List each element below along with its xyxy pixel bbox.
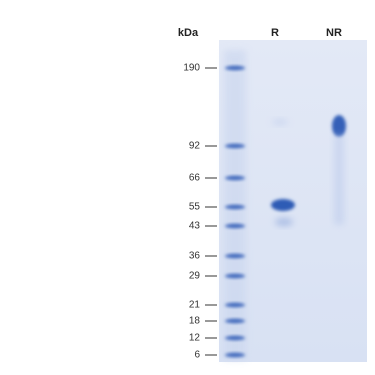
ladder-band bbox=[225, 223, 245, 229]
ladder-band bbox=[225, 204, 245, 210]
ladder-band bbox=[225, 318, 245, 324]
marker-label: 12 bbox=[189, 333, 201, 344]
ladder-band bbox=[225, 273, 245, 279]
ladder-band bbox=[225, 302, 245, 308]
marker-label: 66 bbox=[189, 173, 201, 184]
band-r bbox=[271, 199, 295, 211]
lane-label: R bbox=[271, 27, 279, 39]
marker-label: 21 bbox=[189, 300, 201, 311]
band-r-faint bbox=[272, 119, 288, 125]
marker-label: 43 bbox=[189, 221, 201, 232]
marker-label: 18 bbox=[189, 316, 201, 327]
marker-label: 92 bbox=[189, 141, 201, 152]
marker-label: 190 bbox=[183, 63, 200, 74]
marker-label: 6 bbox=[194, 350, 200, 361]
band-r-minor bbox=[275, 218, 293, 226]
band-nr-smear bbox=[334, 135, 344, 225]
ladder-band bbox=[225, 335, 245, 341]
lane-label: NR bbox=[326, 27, 342, 39]
ladder-band bbox=[225, 143, 245, 149]
ladder-band bbox=[225, 352, 245, 358]
marker-label: 29 bbox=[189, 271, 201, 282]
ladder-band bbox=[225, 65, 245, 71]
marker-label: 55 bbox=[189, 202, 201, 213]
unit-label: kDa bbox=[178, 27, 199, 39]
ladder-band bbox=[225, 253, 245, 259]
bands bbox=[224, 50, 346, 360]
ladder-band bbox=[225, 175, 245, 181]
marker-label: 36 bbox=[189, 251, 201, 262]
band-nr bbox=[332, 115, 346, 137]
